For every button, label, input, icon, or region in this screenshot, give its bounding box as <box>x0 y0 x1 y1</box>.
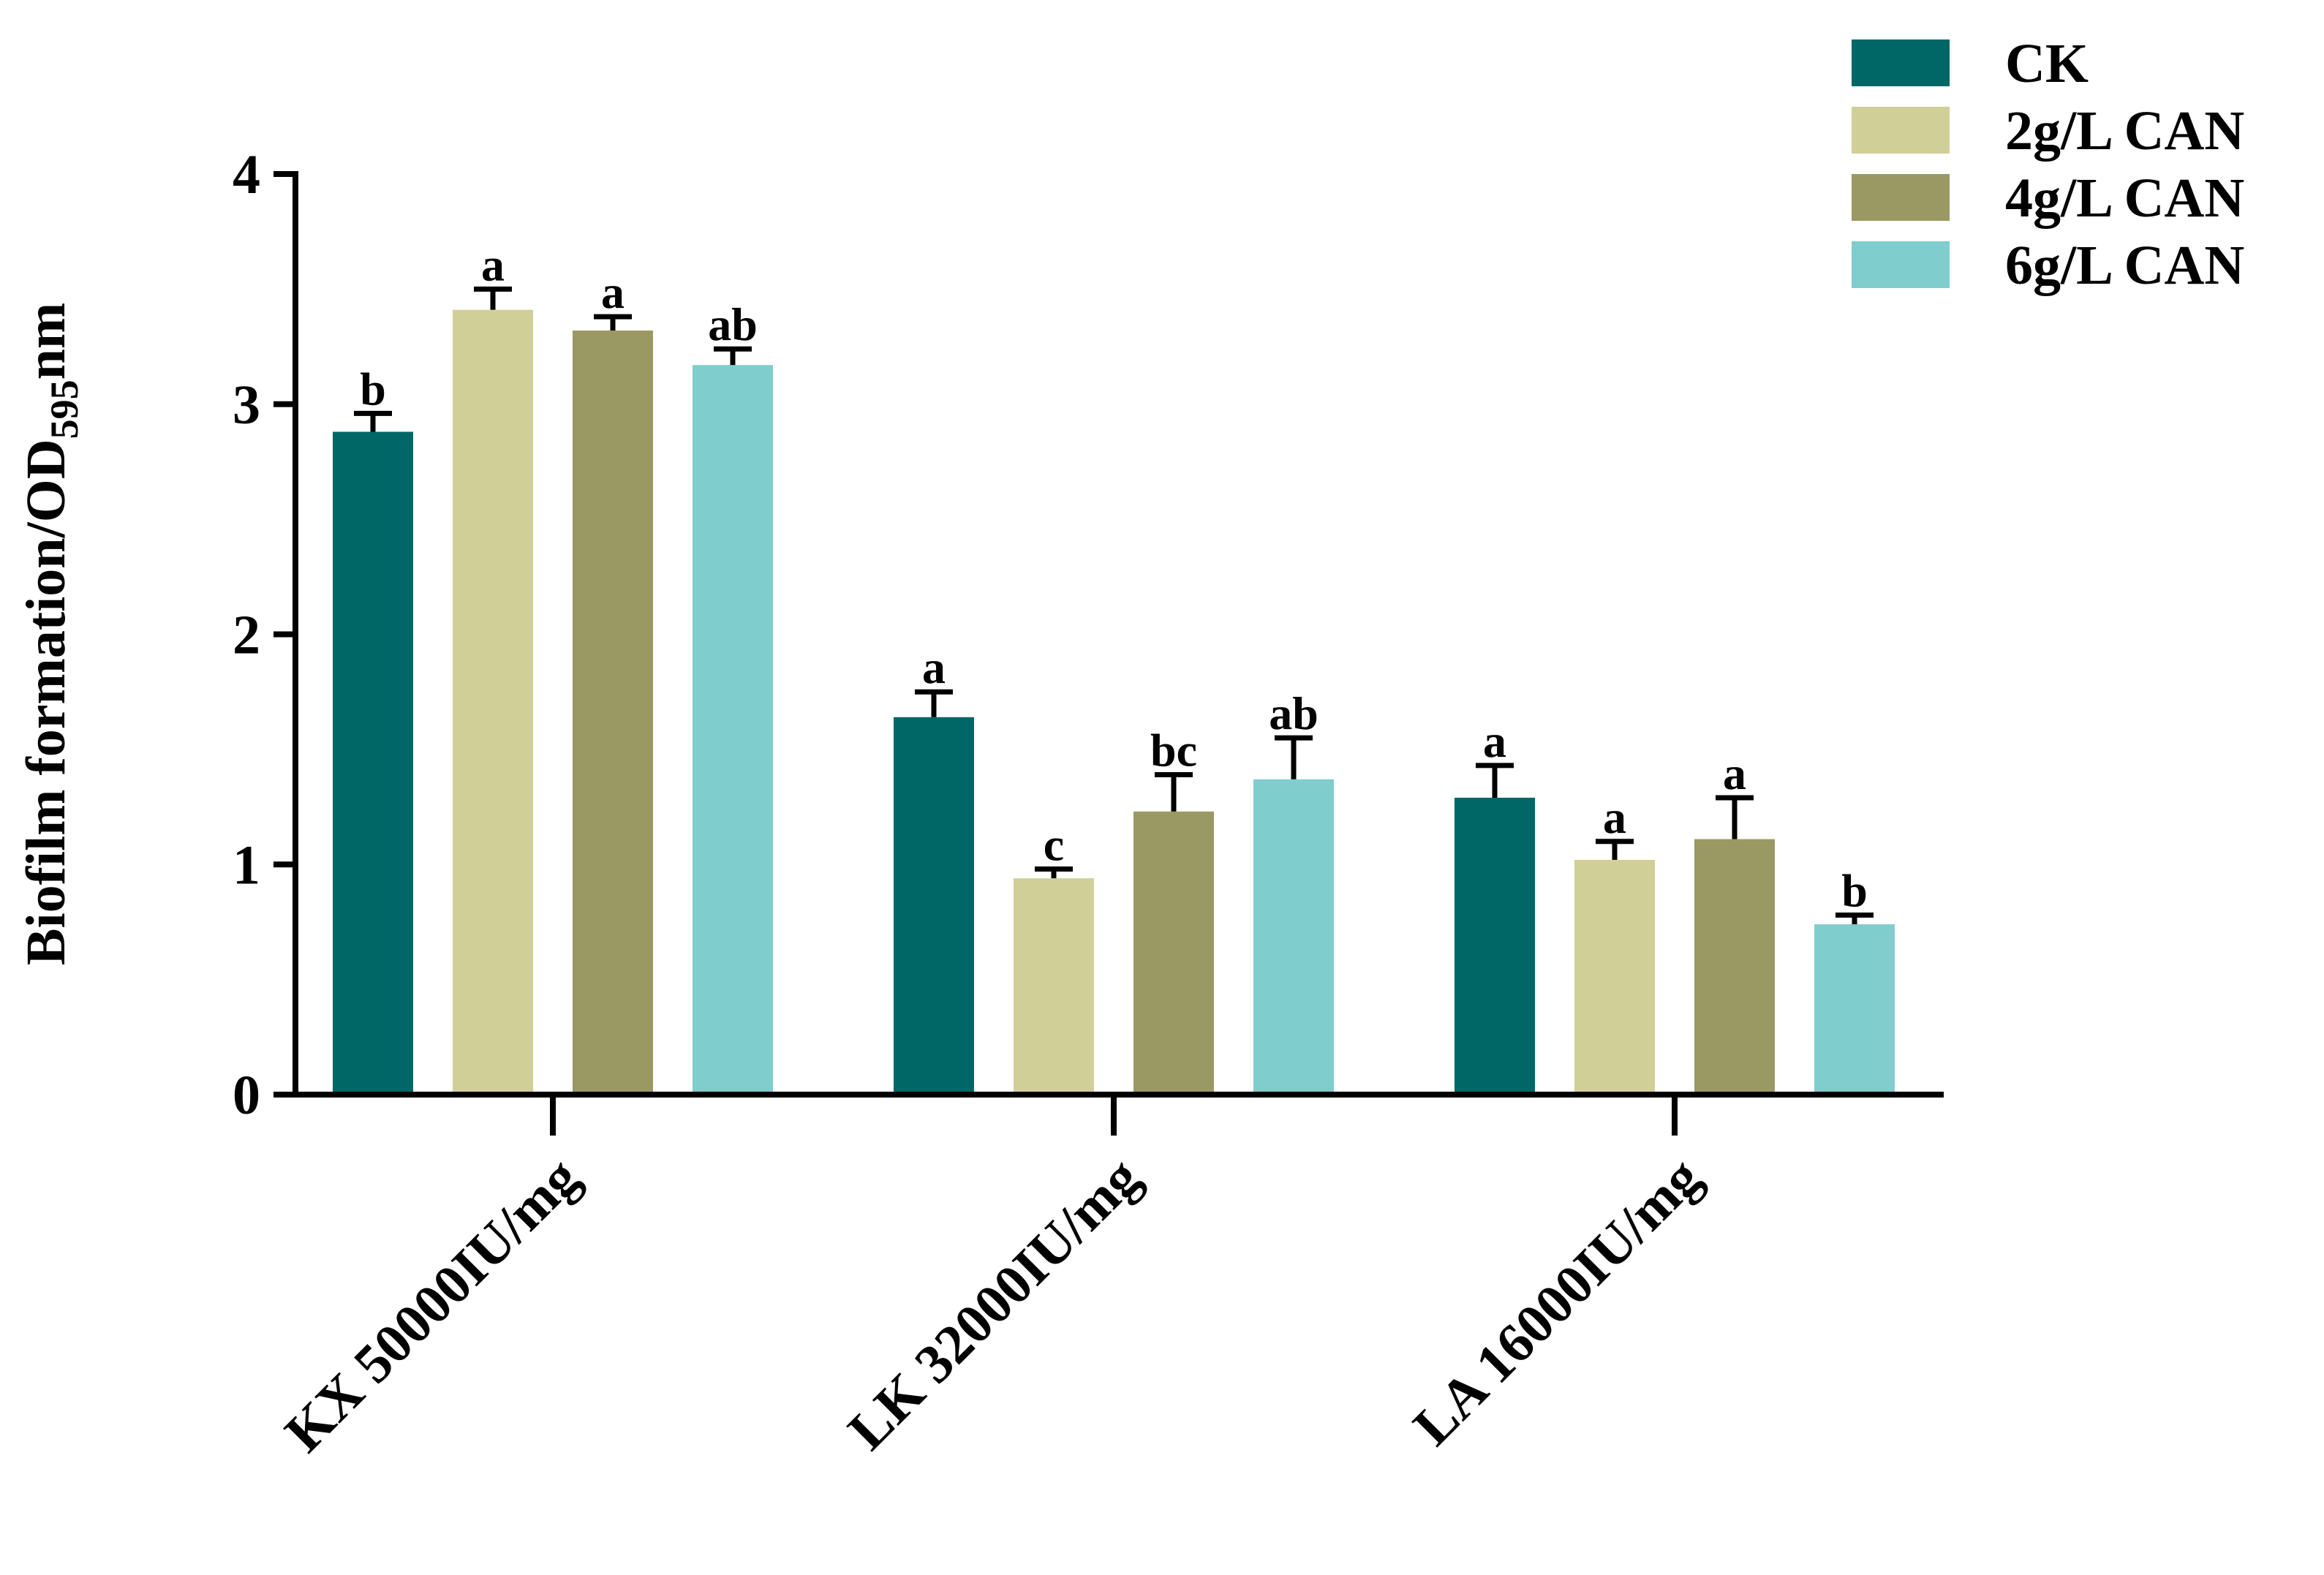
legend-label: 2g/L CAN <box>2005 100 2244 162</box>
legend-swatch <box>1852 174 1950 221</box>
y-ticks: 0 1 2 3 4 <box>233 144 295 1126</box>
legend-swatch <box>1852 39 1950 86</box>
legend-swatch <box>1852 107 1950 154</box>
significance-letter: b <box>1841 864 1868 916</box>
y-tick-label: 1 <box>233 834 260 896</box>
significance-letter: a <box>1483 715 1506 767</box>
legend-label: 4g/L CAN <box>2005 167 2244 229</box>
significance-letter: a <box>601 266 625 318</box>
bar <box>1694 839 1775 1095</box>
y-tick-label: 3 <box>233 374 260 436</box>
x-category-label: LA 16000IU/mg <box>1402 1147 1713 1457</box>
bar <box>1574 859 1655 1095</box>
significance-letter: ab <box>1269 687 1318 739</box>
significance-letter: a <box>1723 747 1746 799</box>
y-tick-label: 0 <box>233 1065 260 1126</box>
bar <box>1455 797 1535 1095</box>
y-axis-label: Biofilm formation/OD595nm <box>15 303 86 965</box>
legend-swatch <box>1852 241 1950 288</box>
bar <box>573 331 653 1095</box>
legend-label: 6g/L CAN <box>2005 235 2244 296</box>
legend-label: CK <box>2005 33 2089 94</box>
y-tick-label: 4 <box>233 144 260 205</box>
bar <box>693 365 773 1095</box>
bar <box>453 309 533 1095</box>
significance-letter: a <box>1603 791 1626 843</box>
significance-letter: bc <box>1150 724 1197 776</box>
bars <box>333 309 1895 1095</box>
significance-letter: b <box>360 363 386 415</box>
x-category-labels: KX 50000IU/mg LK 32000IU/mg LA 16000IU/mg <box>273 1147 1713 1464</box>
significance-letter: c <box>1044 819 1064 871</box>
error-bars <box>354 286 1874 925</box>
bar <box>894 717 974 1095</box>
significance-letter: a <box>922 641 946 693</box>
bar <box>1253 779 1334 1095</box>
bar <box>1133 811 1214 1095</box>
significance-letter: ab <box>708 298 758 350</box>
significance-letter: a <box>481 238 505 290</box>
bar <box>1014 878 1094 1095</box>
y-tick-label: 2 <box>233 605 260 666</box>
bar <box>333 431 413 1095</box>
x-category-label: LK 32000IU/mg <box>837 1147 1152 1462</box>
y-axis-title: Biofilm formation/OD595nm <box>15 303 86 965</box>
bar <box>1814 924 1895 1095</box>
x-category-label: KX 50000IU/mg <box>273 1147 591 1464</box>
